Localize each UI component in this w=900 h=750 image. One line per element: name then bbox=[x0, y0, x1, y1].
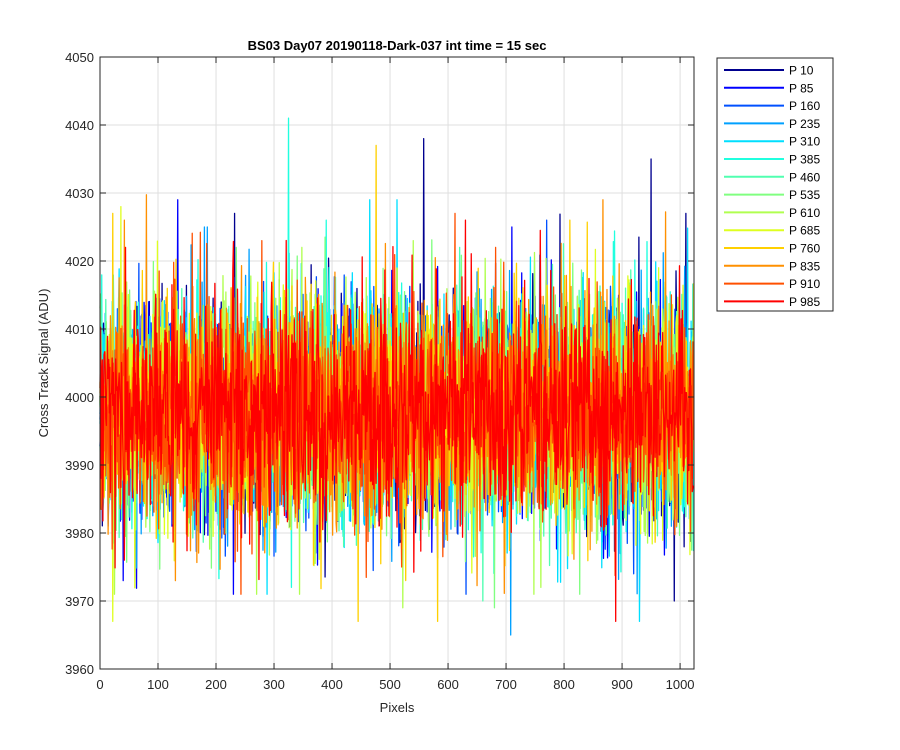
x-tick-label: 100 bbox=[147, 677, 169, 692]
legend-label: P 535 bbox=[789, 188, 820, 202]
y-tick-label: 4030 bbox=[65, 186, 94, 201]
legend-box bbox=[716, 57, 834, 312]
legend-label: P 760 bbox=[789, 242, 820, 256]
x-tick-label: 800 bbox=[553, 677, 575, 692]
x-tick-label: 700 bbox=[495, 677, 517, 692]
x-tick-label: 400 bbox=[321, 677, 343, 692]
legend-label: P 685 bbox=[789, 224, 820, 238]
y-tick-label: 4010 bbox=[65, 322, 94, 337]
legend-label: P 610 bbox=[789, 206, 820, 220]
legend-label: P 910 bbox=[789, 277, 820, 291]
y-tick-label: 4050 bbox=[65, 50, 94, 65]
x-axis: 0 100 200 300 400 500 600 700 800 900 1000 bbox=[96, 57, 695, 692]
x-tick-label: 0 bbox=[96, 677, 103, 692]
x-tick-label: 300 bbox=[263, 677, 285, 692]
legend-label: P 85 bbox=[789, 81, 814, 95]
y-tick-label: 3970 bbox=[65, 594, 94, 609]
legend-label: P 460 bbox=[789, 170, 820, 184]
x-tick-label: 200 bbox=[205, 677, 227, 692]
y-tick-label: 3980 bbox=[65, 526, 94, 541]
legend-label: P 835 bbox=[789, 259, 820, 273]
x-tick-label: 1000 bbox=[666, 677, 695, 692]
y-tick-label: 3960 bbox=[65, 662, 94, 677]
plot-frame bbox=[99, 56, 695, 670]
legend: P 10 P 85 P 160 P 235 P 310 P 385 P 460 P 535 P … bbox=[716, 57, 834, 312]
legend-label: P 385 bbox=[789, 153, 820, 167]
legend-label: P 985 bbox=[789, 295, 820, 309]
x-axis-label: Pixels bbox=[380, 700, 415, 715]
x-tick-label: 600 bbox=[437, 677, 459, 692]
chart-title: BS03 Day07 20190118-Dark-037 int time = … bbox=[248, 38, 547, 53]
legend-label: P 10 bbox=[789, 64, 814, 78]
x-tick-label: 500 bbox=[379, 677, 401, 692]
y-tick-label: 4020 bbox=[65, 254, 94, 269]
legend-label: P 160 bbox=[789, 99, 820, 113]
y-axis: 3960 3970 3980 3990 4000 4010 4020 4030 4040 4050 bbox=[65, 50, 694, 677]
series-line bbox=[99, 219, 695, 623]
series-layer bbox=[99, 117, 695, 636]
y-tick-label: 4000 bbox=[65, 390, 94, 405]
y-tick-label: 4040 bbox=[65, 118, 94, 133]
legend-label: P 235 bbox=[789, 117, 820, 131]
legend-label: P 310 bbox=[789, 135, 820, 149]
x-tick-label: 900 bbox=[611, 677, 633, 692]
y-axis-label: Cross Track Signal (ADU) bbox=[36, 289, 51, 438]
y-tick-label: 3990 bbox=[65, 458, 94, 473]
